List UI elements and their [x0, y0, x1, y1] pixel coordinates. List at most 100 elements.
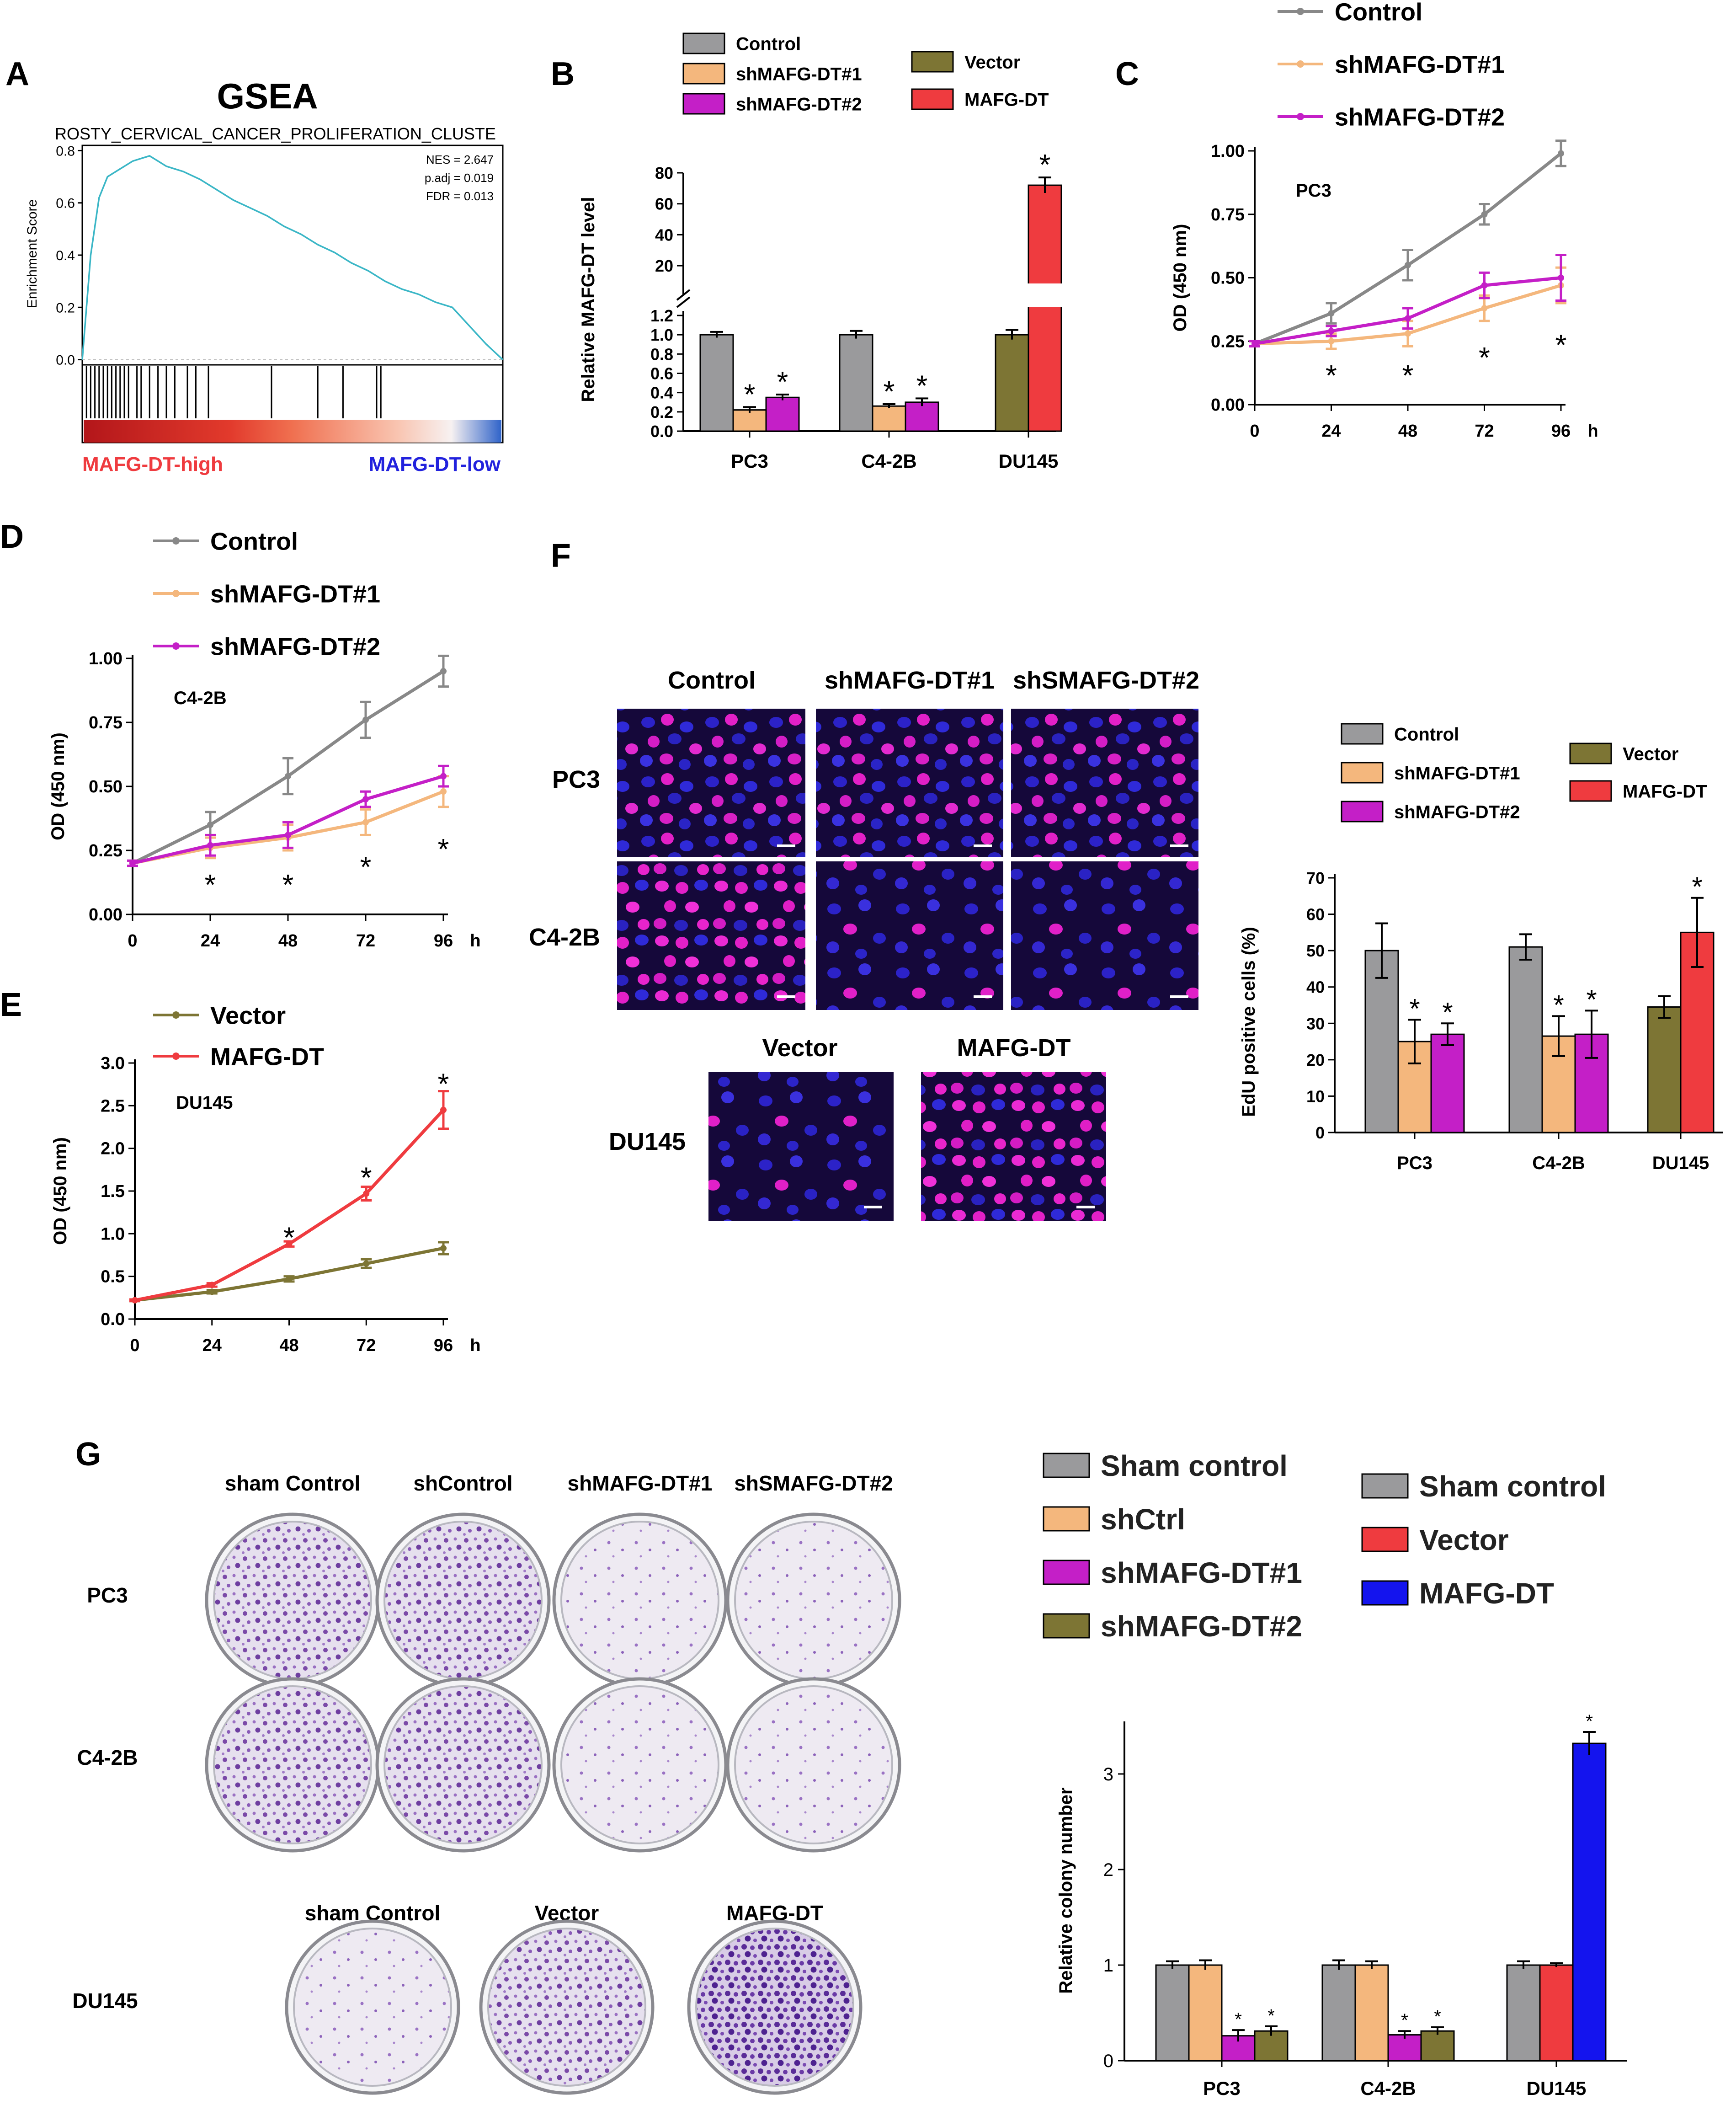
b-ytick-label: 1.2 [650, 306, 673, 325]
f-col-mafg: MAFG-DT [957, 1034, 1071, 1062]
g-ylabel: Relative colony number [1056, 1787, 1076, 1993]
line-significance: * [438, 833, 449, 866]
series-point [1328, 338, 1335, 345]
line-significance: * [1326, 359, 1337, 392]
g-col-sham: sham Control [225, 1471, 360, 1495]
gsea-ytick-label: 0.6 [56, 196, 75, 211]
panel-label-a: A [5, 56, 29, 92]
line-xtick-label: 0 [1250, 422, 1259, 441]
b-ytick-label: 0.0 [650, 422, 673, 441]
colony-area [383, 1521, 543, 1680]
edu-image-du145-vector [708, 1072, 894, 1221]
b-ytick-label: 0.4 [650, 384, 673, 402]
legend-label: MAFG-DT [210, 1043, 324, 1070]
ranked-list-gradient [84, 420, 501, 443]
g-significance: * [1235, 2009, 1242, 2030]
b-bar [995, 334, 1029, 432]
legend-swatch [911, 51, 954, 73]
colony-area [734, 1685, 893, 1844]
series-point [440, 1106, 447, 1113]
g-xtick-label: DU145 [1527, 2078, 1587, 2099]
colony-images: sham Control shControl shMAFG-DT#1 shSMA… [72, 1471, 901, 2095]
legend-label: MAFG-DT [1623, 781, 1707, 801]
line-ytick-label: 1.5 [101, 1182, 125, 1201]
line-ytick-label: 0.75 [89, 713, 122, 732]
legend-swatch [1569, 780, 1612, 802]
panel-label-d: D [0, 518, 24, 555]
g-significance: * [1267, 2006, 1275, 2026]
line-xtick-label: 96 [434, 931, 453, 951]
series-point [362, 819, 369, 826]
series-point [440, 668, 447, 674]
f-significance: * [1586, 984, 1597, 1015]
line-xtick-label: 24 [1321, 422, 1341, 441]
line-xtick-label: 96 [1551, 422, 1571, 441]
series-point [1405, 262, 1411, 268]
du145-growth-chart: Vector MAFG-DT 0.0 0.5 1.0 1.5 2.0 2.5 3.0 0 24 48 7… [50, 1002, 481, 1355]
panel-label-f: F [551, 538, 571, 574]
f-xtick-label: PC3 [1397, 1153, 1432, 1173]
scale-bars [777, 844, 1188, 1208]
line-significance: * [282, 868, 294, 901]
series-point [1405, 330, 1411, 337]
legend-marker [172, 1052, 180, 1060]
series-point [129, 860, 136, 866]
line-ytick-label: 0.25 [89, 841, 122, 860]
b-ytick-label: 0.6 [650, 364, 673, 383]
b-bar [1028, 184, 1062, 432]
line-xtick-label: 72 [357, 1336, 376, 1355]
edu-positive-chart: Control shMAFG-DT#1 shMAFG-DT#2 Vector MAFG-… [1239, 723, 1723, 1173]
f-col-sh1: shMAFG-DT#1 [825, 667, 995, 694]
series-point [1328, 328, 1335, 335]
legend-marker [1297, 113, 1304, 120]
line-xtick-label: 24 [201, 931, 220, 951]
series-point [440, 1245, 447, 1252]
edu-image-du145-mafg [921, 1072, 1106, 1221]
series-point [1481, 211, 1488, 218]
legend-swatch [1341, 762, 1384, 784]
f-xtick-label: C4-2B [1532, 1153, 1585, 1173]
legend-label: Vector [964, 52, 1020, 72]
g-row-pc3: PC3 [87, 1583, 128, 1607]
line-xtick-label: 72 [356, 931, 375, 951]
b-significance: * [777, 365, 788, 398]
f-ytick-label: 40 [1306, 978, 1325, 997]
series-point [286, 1276, 293, 1282]
legend-swatch [1361, 1580, 1409, 1606]
colony-area [213, 1521, 372, 1680]
legend-marker [1297, 60, 1304, 68]
panel-label-c: C [1115, 56, 1139, 92]
series-point [1558, 150, 1564, 157]
gsea-ytick-label: 0.4 [56, 248, 75, 263]
legend-label: Control [1335, 0, 1422, 26]
line-annotation: C4-2B [174, 688, 227, 708]
series-point [1481, 305, 1488, 312]
b-significance: * [884, 375, 895, 408]
line-ytick-label: 3.0 [101, 1054, 125, 1073]
line-ylabel: OD (450 nm) [48, 732, 68, 840]
colony-number-chart: Sham control shCtrl shMAFG-DT#1 shMAFG-DT#2… [1043, 1449, 1627, 2099]
legend-swatch [1361, 1527, 1409, 1552]
legend-swatch [682, 63, 725, 85]
line-xtick-label: 72 [1475, 422, 1494, 441]
line-ylabel: OD (450 nm) [50, 1137, 70, 1245]
g-bar [1321, 1964, 1356, 2062]
line-xtick-label: 0 [128, 931, 137, 951]
enrichment-score-line [81, 155, 504, 360]
legend-label: shMAFG-DT#1 [1394, 763, 1520, 783]
edu-images: Control shMAFG-DT#1 shSMAFG-DT#2 PC3 C4-… [529, 667, 1199, 1221]
legend-label: Control [210, 528, 298, 555]
series-point [132, 1297, 138, 1304]
f-significance: * [1692, 871, 1702, 902]
b-axis-break [676, 289, 691, 301]
line-xtick-label: 48 [279, 1336, 298, 1355]
f-significance: * [1409, 993, 1420, 1024]
b-ytick-label: 0.8 [650, 345, 673, 363]
line-ytick-label: 0.5 [101, 1267, 125, 1287]
f-row-c42b: C4-2B [529, 924, 600, 951]
panel-label-b: B [551, 56, 575, 92]
g-significance: * [1586, 1711, 1593, 1731]
f-ytick-label: 70 [1306, 869, 1325, 887]
f-ytick-label: 20 [1306, 1051, 1325, 1069]
legend-label: shMAFG-DT#2 [1101, 1610, 1302, 1643]
